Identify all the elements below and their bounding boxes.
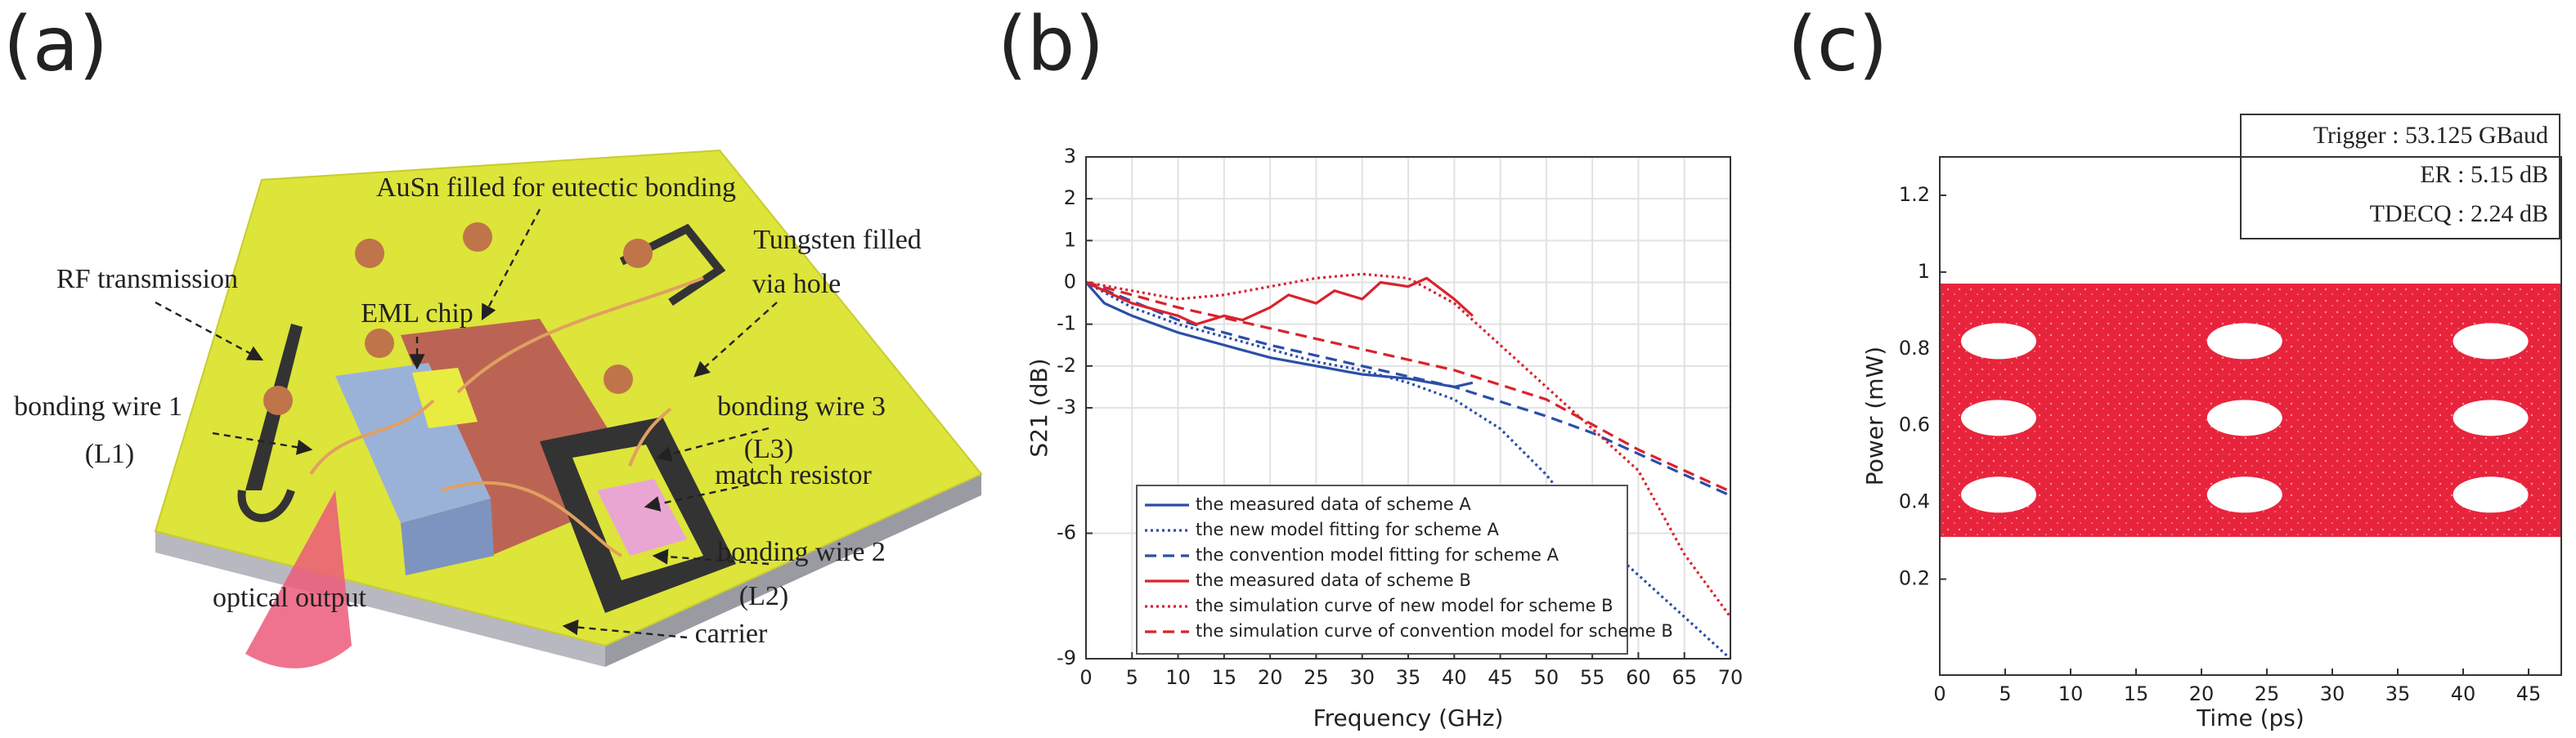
y-axis-title: S21 (dB) — [1025, 358, 1052, 457]
series-line — [1086, 276, 1474, 326]
x-tick-label: 70 — [1718, 666, 1744, 689]
x-tick-label: 5 — [1999, 682, 2011, 705]
eye-group — [1940, 283, 2561, 537]
y-tick-label: 1 — [1918, 260, 1930, 283]
diagram-label: bonding wire 1 — [14, 391, 182, 422]
series-line — [1086, 272, 1730, 618]
diagram-label: bonding wire 2 — [717, 537, 886, 567]
x-tick-label: 10 — [1165, 666, 1191, 689]
y-tick-label: 0.8 — [1899, 337, 1930, 360]
x-tick-label: 25 — [2255, 682, 2280, 705]
x-tick-label: 20 — [2189, 682, 2215, 705]
device-diagram: AuSn filled for eutectic bonding Tungste… — [14, 149, 983, 669]
x-tick-label: 5 — [1126, 666, 1138, 689]
x-tick-label: 35 — [2385, 682, 2411, 705]
diagram-label: match resistor — [715, 460, 872, 490]
y-tick-label: 1 — [1064, 228, 1076, 251]
annotation: TDECQ : 2.24 dB — [2370, 200, 2548, 227]
x-axis-title: Frequency (GHz) — [1313, 704, 1504, 731]
diagram-label: optical output — [213, 583, 366, 613]
y-tick-label: 1.2 — [1899, 183, 1930, 206]
y-axis-title: Power (mW) — [1861, 347, 1888, 485]
diagram-label: RF transmission — [56, 264, 238, 294]
legend-label: the new model fitting for scheme A — [1196, 520, 1499, 539]
y-tick-label: 0.6 — [1899, 414, 1930, 436]
x-tick-label: 0 — [1079, 666, 1092, 689]
eye-opening — [1961, 323, 2036, 360]
diagram-label: Tungsten filled — [753, 225, 922, 255]
diagram-label: AuSn filled for eutectic bonding — [376, 172, 736, 203]
x-tick-label: 45 — [1488, 666, 1513, 689]
x-tick-label: 55 — [1580, 666, 1605, 689]
legend-label: the simulation curve of new model for sc… — [1196, 596, 1613, 615]
y-tick-label: 0 — [1064, 271, 1076, 293]
x-tick-label: 60 — [1626, 666, 1651, 689]
annotation: Trigger : 53.125 GBaud — [2313, 122, 2548, 149]
y-tick-label: 0.4 — [1899, 490, 1930, 513]
eye-opening — [2206, 400, 2282, 436]
eye-opening — [2453, 323, 2529, 360]
x-tick-label: 30 — [1349, 666, 1375, 689]
legend-label: the measured data of scheme B — [1196, 570, 1471, 590]
y-tick-label: -9 — [1057, 646, 1076, 669]
y-tick-label: 0.2 — [1899, 567, 1930, 590]
diagram-label: carrier — [695, 619, 768, 649]
eye-opening — [2206, 476, 2282, 513]
x-tick-label: 40 — [2451, 682, 2476, 705]
panel-label: (a) — [3, 0, 108, 87]
plot-frame — [1939, 156, 2562, 676]
diagram-label: bonding wire 3 — [717, 391, 886, 422]
x-tick-label: 15 — [1212, 666, 1237, 689]
series-group — [1086, 272, 1730, 659]
diagram-label: via hole — [752, 269, 841, 299]
y-tick-label: -2 — [1057, 354, 1076, 377]
y-tick-label: 2 — [1064, 186, 1076, 209]
legend-box — [1136, 485, 1628, 655]
legend-label: the convention model fitting for scheme … — [1196, 545, 1560, 565]
eye-opening — [2453, 476, 2529, 513]
diagram-label: (L1) — [85, 439, 134, 469]
panel-label: (c) — [1788, 0, 1887, 87]
x-tick-label: 50 — [1534, 666, 1560, 689]
eye-opening — [1961, 476, 2036, 513]
x-tick-label: 10 — [2058, 682, 2084, 705]
x-tick-label: 20 — [1258, 666, 1283, 689]
x-tick-label: 35 — [1396, 666, 1421, 689]
y-tick-label: -3 — [1057, 396, 1076, 418]
legend-label: the simulation curve of convention model… — [1196, 621, 1673, 641]
annotation: ER : 5.15 dB — [2420, 161, 2548, 188]
y-tick-label: -6 — [1057, 521, 1076, 544]
x-tick-label: 65 — [1672, 666, 1697, 689]
x-tick-label: 30 — [2320, 682, 2345, 705]
x-tick-label: 40 — [1442, 666, 1467, 689]
legend-label: the measured data of scheme A — [1196, 494, 1471, 514]
series-line — [1086, 281, 1474, 389]
series-line — [1086, 281, 1730, 659]
diagram-label: (L3) — [744, 434, 793, 464]
annotation-box — [2240, 114, 2560, 239]
x-tick-label: 45 — [2516, 682, 2542, 705]
eye-opening — [2206, 323, 2282, 360]
eye-opening — [1961, 400, 2036, 436]
series-line — [1086, 281, 1730, 497]
plot-frame — [1085, 156, 1731, 660]
y-tick-label: 3 — [1064, 145, 1076, 168]
y-tick-label: -1 — [1057, 312, 1076, 335]
x-tick-label: 25 — [1304, 666, 1329, 689]
diagram-label: (L2) — [739, 581, 788, 611]
panel-label: (b) — [998, 0, 1104, 87]
x-tick-label: 15 — [2124, 682, 2149, 705]
x-axis-title: Time (ps) — [2196, 704, 2304, 731]
eye-opening — [2453, 400, 2529, 436]
diagram-label: EML chip — [361, 298, 473, 329]
x-tick-label: 0 — [1933, 682, 1945, 705]
